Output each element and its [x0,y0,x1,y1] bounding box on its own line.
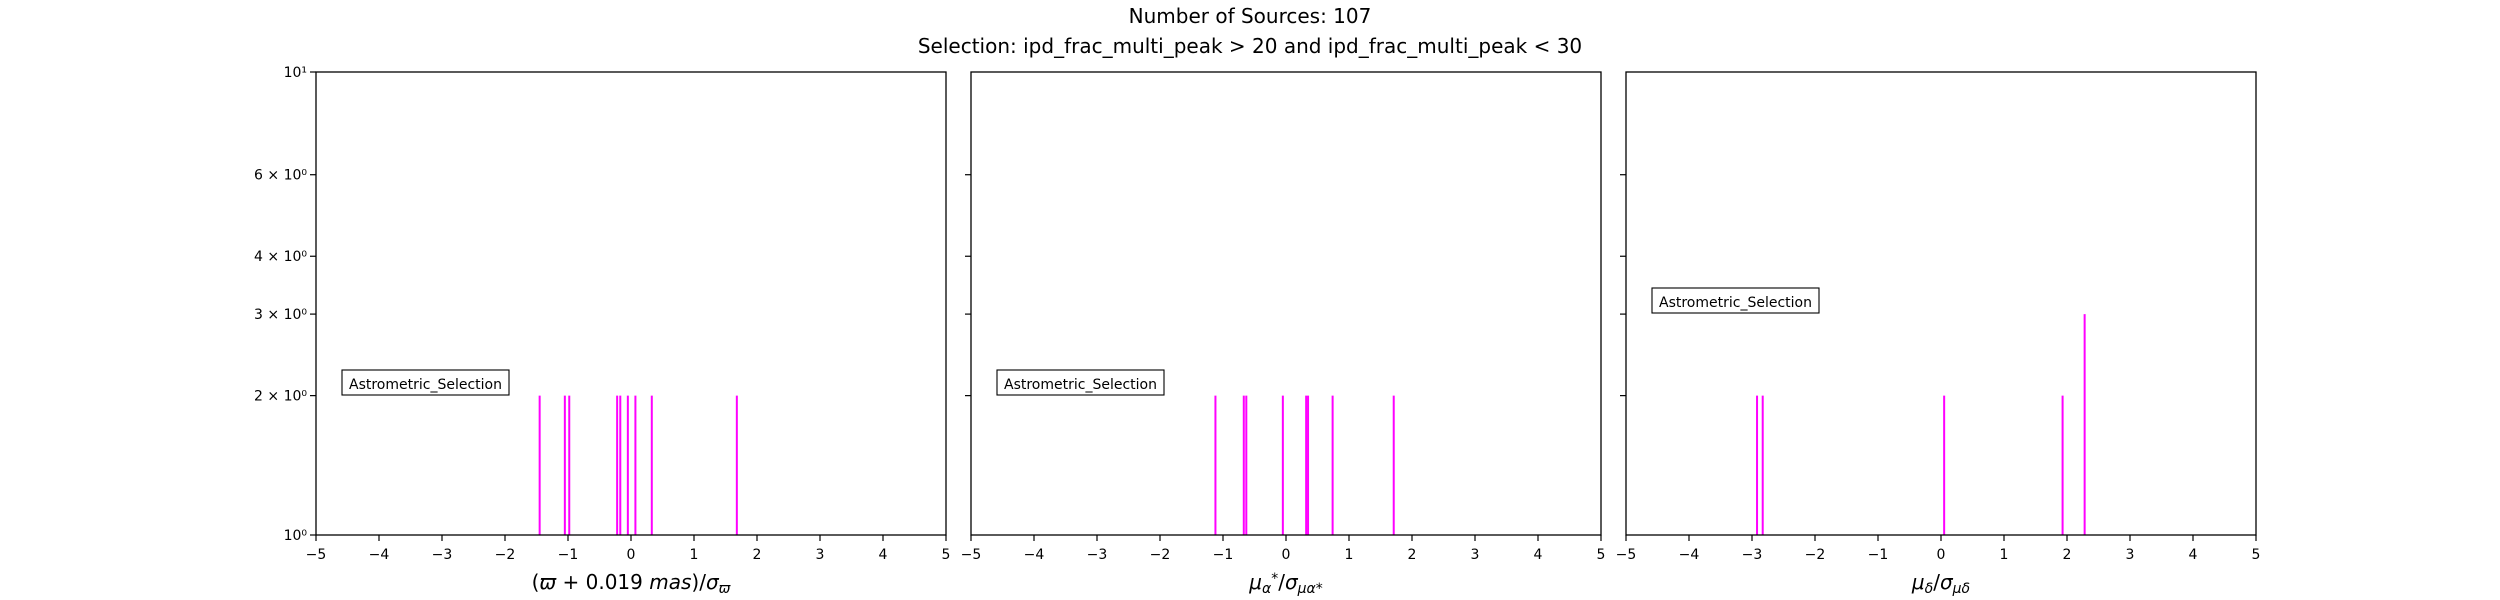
x-tick-label: −3 [1742,547,1763,563]
x-tick-label: 0 [627,547,636,563]
x-tick-label: 3 [1471,547,1480,563]
x-tick-label: 1 [1345,547,1354,563]
legend-box [341,369,510,396]
axes-frame [970,71,1602,536]
y-tick-label: 3 × 10⁰ [254,307,307,323]
x-tick-label: −3 [1087,547,1108,563]
legend: Astrometric_Selection [341,369,510,396]
x-tick-label: −5 [1616,547,1637,563]
panel-1: −5 −4 −3 −2 −1 0 1 2 3 4 5 10⁰ 2 × 10⁰ 3 × 10⁰ 4 × 10⁰… [254,65,950,597]
y-tick-label: 6 × 10⁰ [254,168,307,184]
x-tick-label: 2 [753,547,762,563]
legend-box [1651,287,1820,314]
x-axis-label: μδ/σμδ [1911,570,1970,597]
x-tick-label: −1 [558,547,579,563]
legend-label: Astrometric_Selection [349,377,502,393]
x-axis-label: (ϖ + 0.019 mas)/σϖ [532,570,732,597]
x-tick-label: −5 [306,547,327,563]
x-tick-label: 0 [1282,547,1291,563]
x-tick-label: 2 [1408,547,1417,563]
x-tick-label: 5 [942,547,951,563]
axes-frame [315,71,947,536]
y-tick-label: 10⁰ [284,528,308,544]
x-tick-label: 5 [2252,547,2261,563]
x-tick-label: 2 [2063,547,2072,563]
x-tick-label: −3 [432,547,453,563]
panel-2: −5 −4 −3 −2 −1 0 1 2 3 4 5 μα*/σμα* Astrometric_Sele… [961,71,1606,597]
x-axis-label: μα*/σμα* [1248,570,1323,597]
figure-title: Number of Sources: 107 [1128,4,1372,28]
x-tick-label: 1 [2000,547,2009,563]
x-tick-label: 5 [1597,547,1606,563]
legend: Astrometric_Selection [1651,287,1820,314]
figure-subtitle: Selection: ipd_frac_multi_peak > 20 and … [917,34,1583,58]
legend-label: Astrometric_Selection [1659,295,1812,311]
x-tick-label: −4 [1679,547,1700,563]
x-tick-label: 3 [2126,547,2135,563]
x-tick-label: −2 [495,547,516,563]
y-tick-label: 4 × 10⁰ [254,249,307,265]
x-tick-label: −1 [1213,547,1234,563]
legend: Astrometric_Selection [996,369,1165,396]
x-tick-label: 4 [879,547,888,563]
x-tick-label: −1 [1868,547,1889,563]
legend-box [996,369,1165,396]
x-tick-label: −2 [1150,547,1171,563]
x-tick-label: −4 [1024,547,1045,563]
x-tick-label: 4 [2189,547,2198,563]
x-tick-label: 3 [816,547,825,563]
x-tick-label: −2 [1805,547,1826,563]
x-tick-label: 1 [690,547,699,563]
y-tick-label: 2 × 10⁰ [254,389,307,405]
panel-3: −5 −4 −3 −2 −1 0 1 2 3 4 5 μδ/σμδ Astrometric_Select… [1616,71,2261,597]
y-tick-label: 10¹ [284,65,307,81]
x-tick-label: 4 [1534,547,1543,563]
x-tick-label: −5 [961,547,982,563]
legend-label: Astrometric_Selection [1004,377,1157,393]
x-tick-label: −4 [369,547,390,563]
x-tick-label: 0 [1937,547,1946,563]
